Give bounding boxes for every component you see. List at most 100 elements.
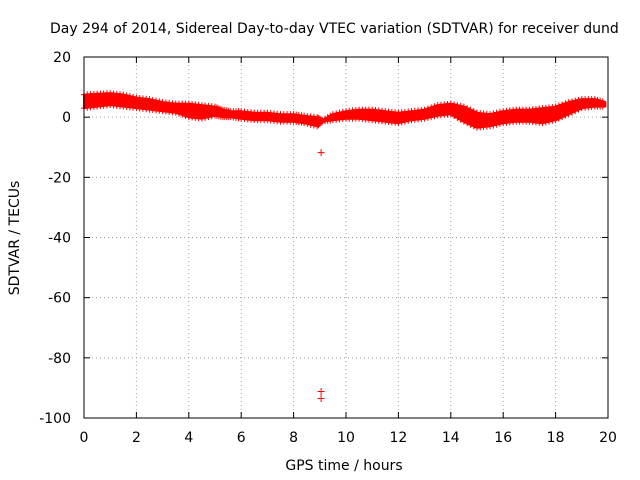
data-point: [454, 114, 461, 121]
x-tick-label: 8: [289, 430, 298, 446]
data-point: [428, 104, 435, 111]
data-point: [146, 96, 153, 103]
data-point: [421, 106, 428, 113]
data-point: [467, 121, 474, 128]
x-tick-label: 10: [337, 430, 355, 446]
y-tick-label: 20: [53, 50, 71, 66]
data-point: [447, 111, 454, 118]
data-point: [431, 103, 438, 110]
data-point: [126, 93, 133, 100]
y-tick-label: -60: [48, 291, 71, 307]
data-point: [568, 98, 575, 105]
tick-layer: 0 2 4 6 8 10 12 14 16 18 20 -100 -80 -60 -40 -20 0 20: [39, 50, 617, 446]
data-point: [329, 111, 336, 118]
data-point: [575, 96, 582, 103]
data-point: [405, 117, 412, 124]
x-tick-label: 0: [80, 430, 89, 446]
data-point: [457, 102, 464, 109]
data-point: [401, 118, 408, 125]
data-point: [562, 100, 569, 107]
chart-title: Day 294 of 2014, Sidereal Day-to-day VTE…: [50, 21, 619, 37]
data-point: [490, 110, 497, 117]
data-point: [175, 110, 182, 117]
y-tick-label: 0: [62, 110, 71, 126]
data-point: [208, 113, 215, 120]
data-point: [552, 103, 559, 110]
data-point: [451, 101, 458, 108]
data-point: [336, 109, 343, 116]
data-point: [318, 119, 325, 126]
data-point: [467, 106, 474, 113]
data-point: [398, 119, 405, 126]
data-point: [496, 108, 503, 115]
x-tick-label: 12: [389, 430, 407, 446]
data-point: [457, 116, 464, 123]
x-axis-label: GPS time / hours: [285, 458, 402, 474]
y-tick-label: -100: [39, 411, 71, 427]
data-point: [307, 121, 314, 128]
data-point: [428, 114, 435, 121]
data-point: [421, 115, 428, 122]
data-point: [546, 118, 553, 125]
data-point: [460, 118, 467, 125]
data-point: [572, 108, 579, 115]
data-point: [539, 120, 546, 127]
x-tick-label: 2: [132, 430, 141, 446]
data-point: [424, 114, 431, 121]
outlier-point: [317, 394, 325, 402]
data-point: [424, 105, 431, 112]
data-point: [149, 96, 156, 103]
data-point: [464, 105, 471, 112]
data-point: [301, 120, 308, 127]
outlier-point: [317, 388, 325, 396]
y-tick-label: -40: [48, 231, 71, 247]
outlier-point: [317, 149, 325, 157]
data-point: [487, 111, 494, 118]
data-point: [123, 92, 130, 99]
x-tick-label: 18: [547, 430, 565, 446]
y-tick-label: -80: [48, 351, 71, 367]
data-point: [182, 113, 189, 120]
data-point: [431, 113, 438, 120]
data-point: [562, 112, 569, 119]
data-point: [198, 115, 205, 122]
data-point: [130, 93, 137, 100]
data-layer: [81, 90, 607, 402]
data-point: [565, 111, 572, 118]
data-point: [591, 96, 598, 103]
data-point: [470, 108, 477, 115]
data-point: [493, 121, 500, 128]
data-point: [156, 98, 163, 105]
data-point: [542, 119, 549, 126]
data-point: [451, 113, 458, 120]
data-point: [568, 109, 575, 116]
data-point: [572, 97, 579, 104]
data-point: [395, 120, 402, 127]
data-point: [487, 123, 494, 130]
data-point: [179, 111, 186, 118]
data-point: [599, 103, 606, 110]
data-point: [205, 114, 212, 121]
data-point: [447, 100, 454, 107]
data-point: [599, 98, 606, 105]
data-point: [575, 106, 582, 113]
data-point: [120, 91, 127, 98]
x-tick-label: 4: [184, 430, 193, 446]
data-point: [559, 101, 566, 108]
y-axis-label: SDTVAR / TECUs: [7, 181, 23, 296]
data-point: [153, 97, 160, 104]
data-point: [202, 114, 209, 121]
data-point: [464, 120, 471, 127]
data-point: [304, 120, 311, 127]
data-point: [460, 103, 467, 110]
data-point: [493, 109, 500, 116]
y-tick-label: -20: [48, 170, 71, 186]
data-point: [172, 109, 179, 116]
data-point: [454, 102, 461, 109]
data-point: [565, 99, 572, 106]
x-tick-label: 20: [599, 430, 617, 446]
data-point: [339, 108, 346, 115]
x-tick-label: 6: [237, 430, 246, 446]
data-point: [555, 115, 562, 122]
